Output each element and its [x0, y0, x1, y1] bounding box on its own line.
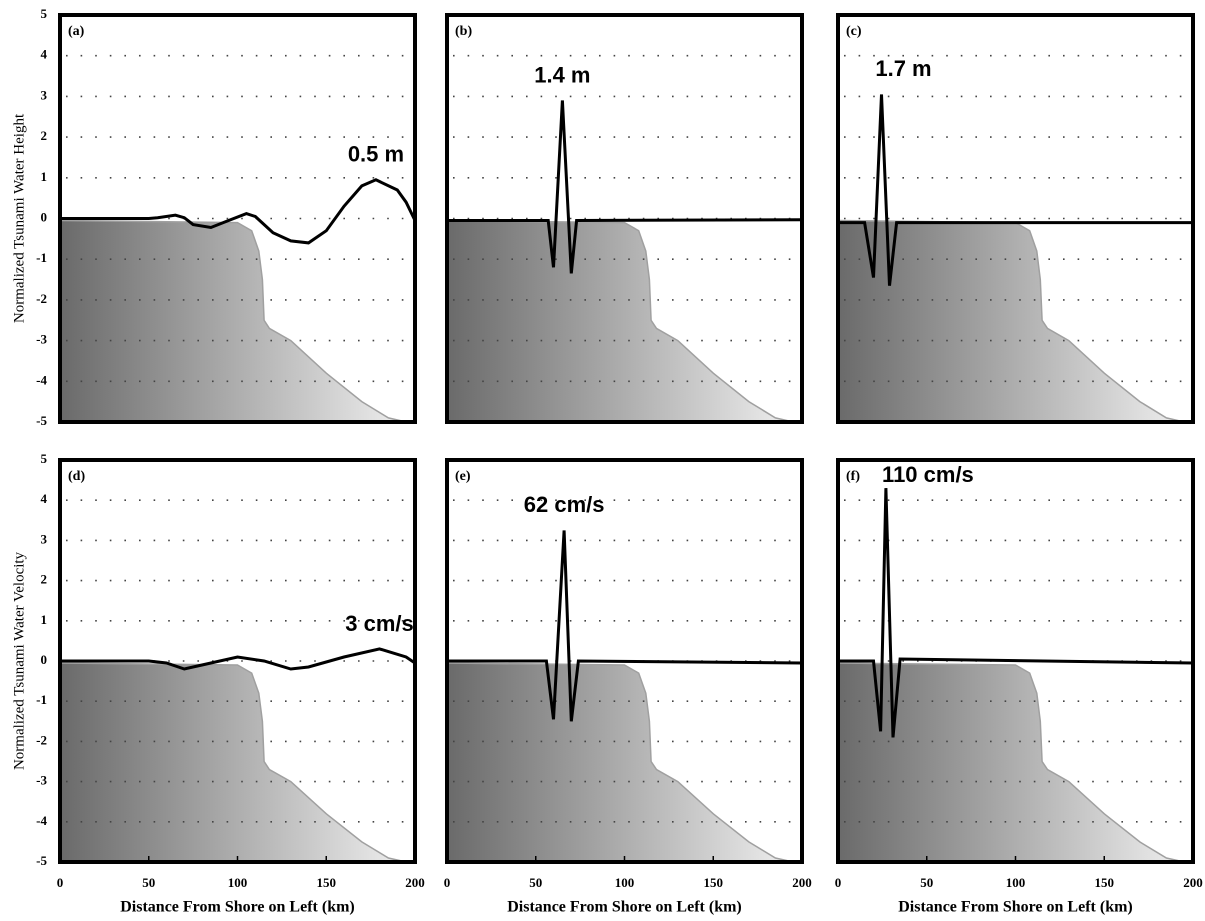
plot-area — [60, 15, 415, 422]
x-tick-label: 50 — [142, 875, 155, 890]
annotation: 0.5 m — [348, 142, 404, 167]
seafloor-line — [447, 219, 802, 422]
plot-area — [838, 15, 1193, 422]
y-tick-label: 1 — [41, 612, 48, 627]
wave-line — [60, 647, 415, 671]
seafloor-line — [60, 662, 415, 862]
panel: (d) 3 cm/s -5 -4 -3 -2 -1 0 1 2 3 4 5 Normalized Tsun… — [11, 451, 424, 916]
wave-line — [447, 530, 802, 722]
seafloor-line — [838, 662, 1193, 862]
seafloor-fill — [447, 663, 802, 862]
plot-area — [838, 460, 1193, 862]
plot-area — [447, 15, 802, 422]
x-tick-label: 0 — [835, 875, 842, 890]
wave-line — [838, 488, 1193, 738]
panel-label: (e) — [455, 469, 471, 484]
seafloor-fill — [60, 220, 415, 422]
x-tick-label: 150 — [704, 875, 724, 890]
x-tick-label: 200 — [405, 875, 425, 890]
seafloor-fill — [60, 663, 415, 862]
y-axis-label: Normalized Tsunami Water Height — [11, 113, 27, 323]
y-tick-label: 2 — [41, 128, 48, 143]
panel-label: (d) — [68, 469, 85, 484]
y-tick-label: -2 — [36, 732, 47, 747]
annotation: 3 cm/s — [345, 611, 414, 636]
y-tick-label: -5 — [36, 413, 47, 428]
panel-border — [58, 13, 417, 424]
x-tick-label: 50 — [920, 875, 933, 890]
y-tick-label: 3 — [41, 531, 48, 546]
x-tick-label: 50 — [529, 875, 542, 890]
panel: (a) 0.5 m -5 -4 -3 -2 -1 0 1 2 3 4 5 Normalized Tsuna… — [11, 6, 417, 428]
y-tick-label: -4 — [36, 372, 47, 387]
y-tick-label: -1 — [36, 692, 47, 707]
x-tick-label: 100 — [228, 875, 248, 890]
y-tick-label: 2 — [41, 572, 48, 587]
x-tick-label: 100 — [1006, 875, 1026, 890]
annotation: 110 cm/s — [882, 462, 974, 487]
panel: (b) 1.4 m — [445, 13, 804, 424]
x-tick-label: 150 — [317, 875, 337, 890]
x-tick-label: 150 — [1095, 875, 1115, 890]
x-axis-label: Distance From Shore on Left (km) — [898, 899, 1133, 916]
panel-label: (b) — [455, 24, 472, 39]
y-tick-label: 3 — [41, 87, 48, 102]
panel: (c) 1.7 m — [836, 13, 1195, 424]
x-axis-label: Distance From Shore on Left (km) — [120, 899, 355, 916]
wave-line — [60, 178, 415, 245]
plot-area — [60, 460, 415, 862]
panel-label: (a) — [68, 24, 85, 39]
annotation: 62 cm/s — [524, 492, 605, 517]
seafloor-line — [838, 219, 1193, 422]
panel-border — [836, 13, 1195, 424]
seafloor-line — [447, 662, 802, 862]
x-tick-label: 0 — [444, 875, 451, 890]
y-tick-label: -1 — [36, 250, 47, 265]
wave-line — [838, 94, 1193, 286]
x-tick-label: 0 — [57, 875, 64, 890]
x-tick-label: 200 — [792, 875, 812, 890]
seafloor-line — [60, 219, 415, 422]
y-tick-label: 4 — [41, 47, 48, 62]
seafloor-fill — [838, 663, 1193, 862]
y-tick-label: -2 — [36, 291, 47, 306]
seafloor-fill — [838, 220, 1193, 422]
wave-line — [447, 100, 802, 274]
plot-area — [447, 460, 802, 862]
y-tick-label: -4 — [36, 813, 47, 828]
panel: (f) 110 cm/s 0 50 100 150 200 Distance From Sho… — [835, 458, 1203, 916]
panel-label: (c) — [846, 24, 862, 39]
panel-border — [445, 13, 804, 424]
x-tick-label: 200 — [1183, 875, 1203, 890]
y-tick-label: 4 — [41, 491, 48, 506]
x-tick-label: 100 — [615, 875, 635, 890]
y-tick-label: -3 — [36, 332, 47, 347]
y-tick-label: 1 — [41, 169, 48, 184]
x-axis-label: Distance From Shore on Left (km) — [507, 899, 742, 916]
panel-label: (f) — [846, 469, 860, 484]
annotation: 1.4 m — [534, 62, 590, 87]
y-tick-label: 0 — [41, 652, 48, 667]
y-tick-label: -5 — [36, 853, 47, 868]
y-tick-label: 5 — [41, 451, 48, 466]
y-tick-label: 0 — [41, 209, 48, 224]
annotation: 1.7 m — [875, 56, 931, 81]
panel: (e) 62 cm/s 0 50 100 150 200 Distance From Shor… — [444, 458, 812, 916]
y-tick-label: 5 — [41, 6, 48, 21]
seafloor-fill — [447, 220, 802, 422]
y-tick-label: -3 — [36, 773, 47, 788]
y-axis-label: Normalized Tsunami Water Velocity — [11, 551, 27, 770]
